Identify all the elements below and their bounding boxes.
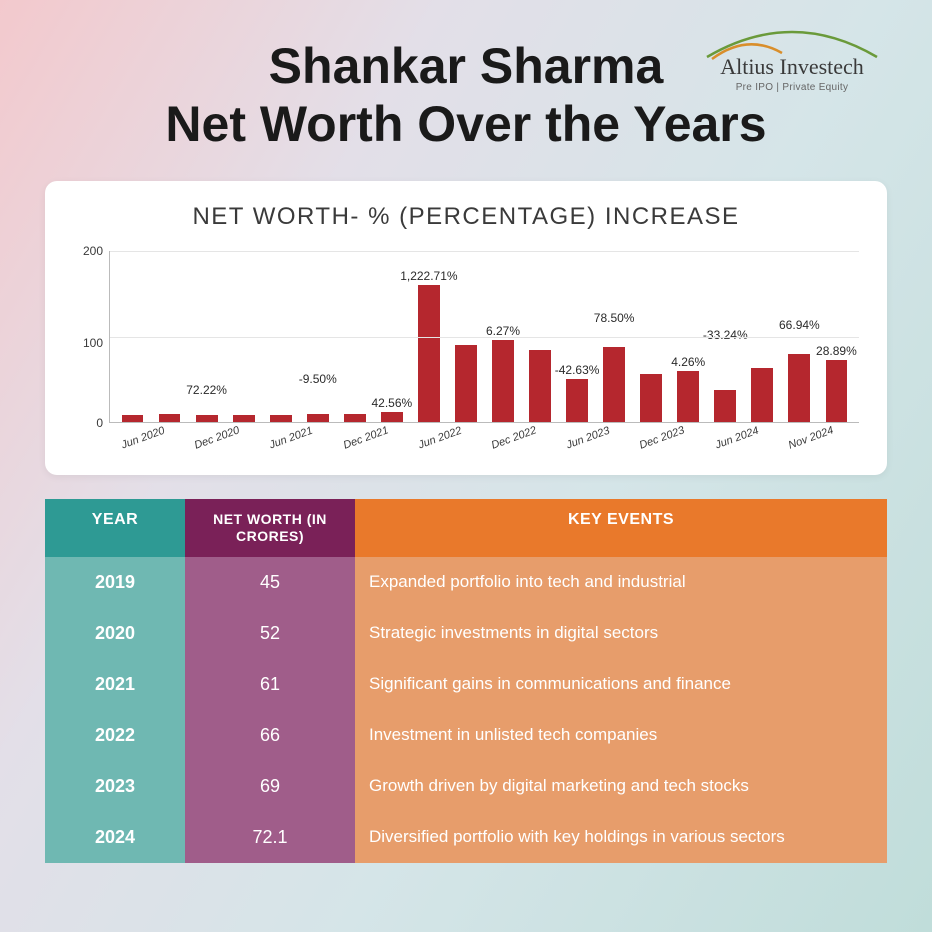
bar-chart: 2001000 72.22%-9.50%42.56%1,222.71%6.27%… <box>73 251 859 461</box>
chart-title: NET WORTH- % (PERCENTAGE) INCREASE <box>73 203 859 231</box>
bar-value-label: 66.94% <box>779 318 820 332</box>
gridline <box>110 337 859 338</box>
bar-fill <box>307 414 329 422</box>
table-cell-networth: 72.1 <box>185 812 355 863</box>
table-cell-year: 2020 <box>45 608 185 659</box>
bar-value-label: -9.50% <box>299 372 337 386</box>
bar-fill <box>233 415 255 422</box>
bar-fill <box>640 374 662 422</box>
x-tick-label <box>243 429 275 472</box>
bar-fill <box>344 414 366 422</box>
bar-fill <box>455 345 477 422</box>
table-cell-year: 2024 <box>45 812 185 863</box>
bar-fill <box>714 390 736 422</box>
table-cell-networth: 52 <box>185 608 355 659</box>
table-cell-networth: 66 <box>185 710 355 761</box>
brand-logo: Altius Investech Pre IPO | Private Equit… <box>697 25 887 93</box>
x-tick-label: Dec 2023 <box>638 424 695 476</box>
bar-value-label: -33.24% <box>703 328 748 342</box>
x-tick-label <box>465 429 497 472</box>
y-tick: 200 <box>73 245 109 257</box>
logo-brand-text: Altius Investech <box>720 54 864 80</box>
x-tick-label: Jun 2021 <box>268 425 324 476</box>
table-cell-events: Diversified portfolio with key holdings … <box>355 812 887 863</box>
x-tick-label: Jun 2022 <box>417 425 473 476</box>
bar-fill <box>566 379 588 422</box>
bar-value-label: 78.50% <box>594 311 635 325</box>
table-header-networth: NET WORTH (IN CRORES) <box>185 499 355 557</box>
bar-value-label: 4.26% <box>671 355 705 369</box>
x-tick-label <box>689 429 721 472</box>
bar-fill <box>418 285 440 422</box>
table-cell-networth: 69 <box>185 761 355 812</box>
table-cell-year: 2023 <box>45 761 185 812</box>
bar-fill <box>492 340 514 422</box>
table-cell-year: 2022 <box>45 710 185 761</box>
bar-fill <box>159 414 181 422</box>
table-header-year: YEAR <box>45 499 185 557</box>
table-cell-networth: 61 <box>185 659 355 710</box>
table-cell-events: Significant gains in communications and … <box>355 659 887 710</box>
table-cell-events: Investment in unlisted tech companies <box>355 710 887 761</box>
bar-value-label: 28.89% <box>816 344 857 358</box>
x-tick-label <box>392 429 424 472</box>
y-tick: 0 <box>73 417 109 429</box>
x-tick-label <box>762 429 794 472</box>
y-tick: 100 <box>73 337 109 349</box>
x-tick-label: Jun 2020 <box>120 425 176 476</box>
bar-fill <box>826 360 848 422</box>
bar-value-label: -42.63% <box>555 363 600 377</box>
x-tick-label <box>317 429 349 472</box>
bar-fill <box>603 347 625 422</box>
table-cell-events: Growth driven by digital marketing and t… <box>355 761 887 812</box>
bar-fill <box>270 415 292 422</box>
bar-value-label: 42.56% <box>371 396 412 410</box>
x-tick-label: Jun 2024 <box>713 425 769 476</box>
table-cell-events: Expanded portfolio into tech and industr… <box>355 557 887 608</box>
bar-value-label: 72.22% <box>186 383 227 397</box>
table-header-events: KEY EVENTS <box>355 499 887 557</box>
bar-fill <box>122 415 144 422</box>
data-table: YEAR NET WORTH (IN CRORES) KEY EVENTS 20… <box>45 499 887 863</box>
gridline <box>110 251 859 252</box>
table-cell-year: 2019 <box>45 557 185 608</box>
bar-fill <box>677 371 699 422</box>
x-tick-label <box>168 429 200 472</box>
y-axis: 2001000 <box>73 251 109 423</box>
bar-fill <box>381 412 403 422</box>
logo-tagline: Pre IPO | Private Equity <box>736 82 849 93</box>
x-tick-label: Nov 2024 <box>787 424 844 476</box>
x-tick-label: Dec 2021 <box>342 424 399 476</box>
bar-fill <box>788 354 810 422</box>
bar-fill <box>529 350 551 422</box>
chart-card: NET WORTH- % (PERCENTAGE) INCREASE 20010… <box>45 181 887 475</box>
x-axis-labels: Jun 2020Dec 2020Jun 2021Dec 2021Jun 2022… <box>109 423 859 461</box>
x-tick-label: Dec 2020 <box>193 424 250 476</box>
table-cell-events: Strategic investments in digital sectors <box>355 608 887 659</box>
table-cell-year: 2021 <box>45 659 185 710</box>
bar-fill <box>751 368 773 422</box>
x-tick-label <box>837 429 869 472</box>
chart-plot: 72.22%-9.50%42.56%1,222.71%6.27%-42.63%7… <box>109 251 859 423</box>
x-tick-label <box>540 429 572 472</box>
x-tick-label: Dec 2022 <box>490 424 547 476</box>
x-tick-label: Jun 2023 <box>565 425 621 476</box>
bar-fill <box>196 415 218 422</box>
table-cell-networth: 45 <box>185 557 355 608</box>
